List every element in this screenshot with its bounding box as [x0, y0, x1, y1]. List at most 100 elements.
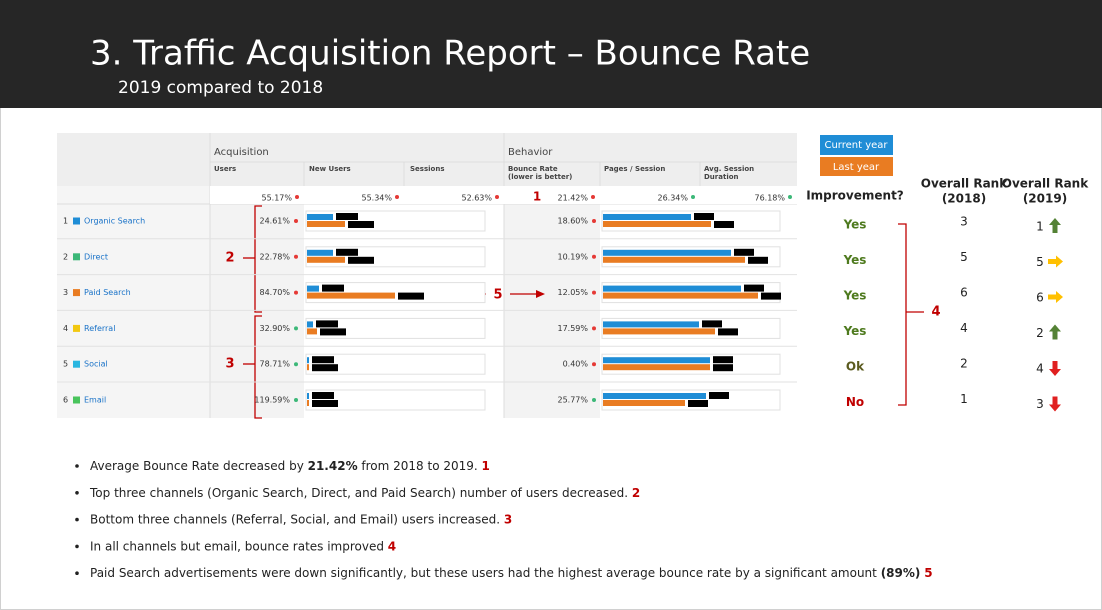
improvement: Yes: [843, 218, 867, 232]
rank-2018: 5: [960, 250, 968, 264]
bullet-part: Average Bounce Rate decreased by: [90, 459, 308, 473]
bar-current: [603, 321, 699, 328]
total-value: 76.18%: [754, 194, 785, 203]
column-header: Improvement?: [806, 189, 904, 203]
channel-swatch: [73, 396, 80, 404]
annotation: 4: [931, 305, 940, 320]
redaction: [713, 364, 733, 372]
totals-row-bg: [210, 186, 797, 204]
total-value: 21.42%: [557, 194, 588, 203]
bar-current: [307, 285, 319, 292]
bullet-text: Bottom three channels (Referral, Social,…: [90, 512, 512, 526]
bullet-text: Top three channels (Organic Search, Dire…: [89, 485, 640, 499]
redaction: [761, 292, 781, 300]
bullet-part: 2: [632, 485, 640, 499]
bounce-change: 10.19%: [557, 252, 588, 261]
bar-last: [307, 400, 309, 406]
channel-name: Paid Search: [84, 288, 131, 297]
bullet-part: 4: [388, 539, 396, 553]
channel-rank: 2: [63, 252, 68, 261]
column-header: Bounce Rate: [508, 165, 558, 173]
bar-last: [307, 221, 345, 227]
change-indicator: [294, 398, 298, 402]
bar-box: [305, 317, 486, 339]
change-indicator: [592, 254, 596, 259]
channel-swatch: [73, 217, 80, 225]
table-header-bg: [57, 133, 797, 186]
bar-last: [307, 364, 309, 371]
users-change: 119.59%: [254, 396, 290, 405]
channel-swatch: [73, 360, 80, 368]
channel-column-bg: [57, 186, 210, 418]
channel-name: Referral: [84, 324, 115, 333]
total-value: 52.63%: [461, 194, 492, 203]
column-header: Overall Rank: [1002, 177, 1089, 191]
bullet-dot: [75, 491, 79, 495]
legend-label: Last year: [833, 162, 880, 173]
users-column-bg: [210, 204, 304, 418]
annotation: 1: [533, 190, 541, 204]
redaction: [714, 221, 734, 228]
improvement: Yes: [843, 289, 867, 303]
redaction: [316, 320, 338, 328]
change-indicator: [395, 195, 399, 199]
redaction: [702, 320, 722, 328]
column-header: Overall Rank: [921, 177, 1008, 191]
column-header: Users: [214, 165, 236, 173]
redaction: [694, 213, 714, 220]
bullet-text: Paid Search advertisements were down sig…: [90, 566, 933, 580]
bar-current: [603, 357, 710, 364]
redaction: [312, 356, 334, 364]
channel-swatch: [73, 324, 80, 332]
change-indicator: [592, 326, 596, 331]
change-indicator: [294, 326, 298, 331]
redaction: [398, 292, 424, 300]
rank-2019: 3: [1036, 397, 1044, 411]
redaction: [718, 328, 738, 336]
bullet-part: 21.42%: [308, 459, 358, 473]
bullet-part: Top three channels (Organic Search, Dire…: [89, 485, 632, 499]
change-indicator: [294, 254, 298, 259]
improvement: Yes: [843, 253, 867, 267]
report-table: Acquisition Behavior: [57, 133, 797, 418]
channel-swatch: [73, 289, 80, 297]
rank-2018: 4: [960, 321, 968, 335]
bullet-part: Paid Search advertisements were down sig…: [90, 566, 881, 580]
trend-arrow: [1048, 291, 1063, 303]
users-change: 24.61%: [259, 217, 290, 226]
bar-last: [307, 256, 345, 263]
redaction: [322, 284, 344, 292]
column-header: (2019): [1023, 192, 1067, 206]
channel-rank: 1: [63, 217, 68, 226]
bar-last: [603, 400, 685, 406]
redaction: [312, 364, 338, 372]
improvement: Ok: [846, 360, 865, 374]
bullet-part: (89%): [881, 566, 921, 580]
channel-name: Email: [84, 396, 106, 405]
annotation: 2: [225, 251, 234, 266]
bar-last: [307, 328, 317, 335]
bracket: [254, 315, 262, 419]
bullet-dot: [75, 544, 79, 549]
column-header: Duration: [704, 173, 739, 181]
column-header: Pages / Session: [604, 165, 665, 173]
rank-2018: 1: [960, 392, 968, 406]
channel-name: Organic Search: [84, 217, 145, 226]
bar-last: [603, 221, 711, 227]
channel-rank: 6: [63, 396, 68, 405]
bar-box: [305, 353, 486, 375]
bullet-part: In all channels but email, bounce rates …: [90, 539, 388, 553]
bullet-part: 3: [504, 512, 512, 526]
bar-current: [603, 214, 691, 220]
bullet-part: 5: [924, 566, 932, 580]
redaction: [312, 400, 338, 407]
trend-arrow: [1048, 255, 1063, 268]
users-change: 32.90%: [259, 324, 290, 333]
bullet-part: 1: [482, 459, 490, 473]
redaction: [312, 392, 334, 399]
trend-arrow: [1049, 218, 1061, 233]
bar-last: [603, 292, 758, 299]
change-indicator: [691, 195, 695, 199]
header-band: [0, 0, 1102, 108]
change-indicator: [788, 195, 792, 199]
